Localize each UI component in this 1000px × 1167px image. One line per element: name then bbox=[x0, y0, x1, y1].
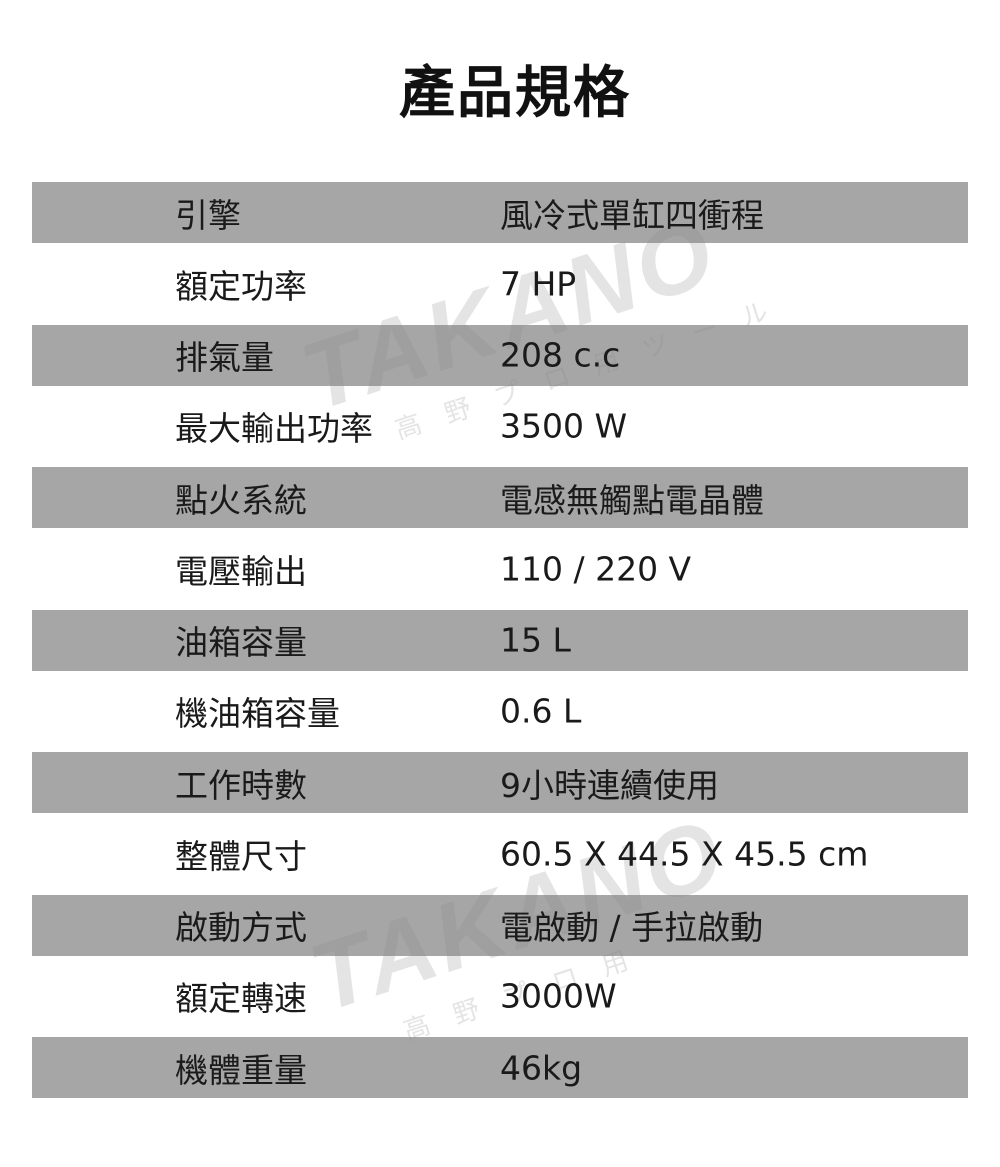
spec-label: 額定轉速 bbox=[175, 979, 307, 1019]
spec-label: 點火系統 bbox=[175, 480, 307, 520]
spec-row: 點火系統 電感無觸點電晶體 bbox=[32, 462, 968, 533]
spec-value: 46kg bbox=[500, 1048, 583, 1088]
spec-value: 208 c.c bbox=[500, 335, 621, 375]
spec-value: 0.6 L bbox=[500, 691, 582, 731]
spec-label: 機體重量 bbox=[175, 1050, 307, 1090]
spec-label: 工作時數 bbox=[175, 765, 307, 805]
spec-label: 整體尺寸 bbox=[175, 836, 307, 876]
spec-row: 油箱容量 15 L bbox=[32, 605, 968, 676]
spec-label: 排氣量 bbox=[175, 338, 274, 378]
spec-table: 引擎 風冷式單缸四衝程額定功率 7 HP 排氣量 208 c.c 最大輸出功率 3500 W… bbox=[32, 177, 968, 1103]
spec-value: 7 HP bbox=[500, 264, 577, 304]
spec-row: 最大輸出功率 3500 W bbox=[32, 391, 968, 462]
spec-value: 3000W bbox=[500, 976, 617, 1016]
spec-row: 工作時數 9小時連續使用 bbox=[32, 747, 968, 818]
spec-row: 額定轉速 3000W bbox=[32, 961, 968, 1032]
spec-label: 電壓輸出 bbox=[175, 551, 307, 591]
spec-value: 60.5 X 44.5 X 45.5 cm bbox=[500, 834, 869, 874]
spec-row: 引擎 風冷式單缸四衝程 bbox=[32, 177, 968, 248]
spec-value: 風冷式單缸四衝程 bbox=[500, 195, 764, 235]
spec-row: 額定功率 7 HP bbox=[32, 248, 968, 319]
spec-row: 機油箱容量 0.6 L bbox=[32, 676, 968, 747]
spec-row: 啟動方式 電啟動 / 手拉啟動 bbox=[32, 890, 968, 961]
spec-label: 引擎 bbox=[175, 195, 241, 235]
spec-row: 排氣量 208 c.c bbox=[32, 320, 968, 391]
spec-value: 9小時連續使用 bbox=[500, 765, 719, 805]
spec-value: 電感無觸點電晶體 bbox=[500, 480, 764, 520]
spec-row: 電壓輸出 110 / 220 V bbox=[32, 533, 968, 604]
spec-label: 額定功率 bbox=[175, 266, 307, 306]
spec-value: 110 / 220 V bbox=[500, 549, 692, 589]
spec-value: 電啟動 / 手拉啟動 bbox=[500, 908, 764, 948]
spec-label: 油箱容量 bbox=[175, 623, 307, 663]
spec-label: 機油箱容量 bbox=[175, 694, 340, 734]
spec-row: 整體尺寸 60.5 X 44.5 X 45.5 cm bbox=[32, 818, 968, 889]
spec-value: 3500 W bbox=[500, 406, 628, 446]
spec-label: 最大輸出功率 bbox=[175, 409, 373, 449]
spec-value: 15 L bbox=[500, 620, 571, 660]
spec-label: 啟動方式 bbox=[175, 908, 307, 948]
spec-row: 機體重量 46kg bbox=[32, 1032, 968, 1103]
page-title: 產品規格 bbox=[399, 61, 631, 126]
